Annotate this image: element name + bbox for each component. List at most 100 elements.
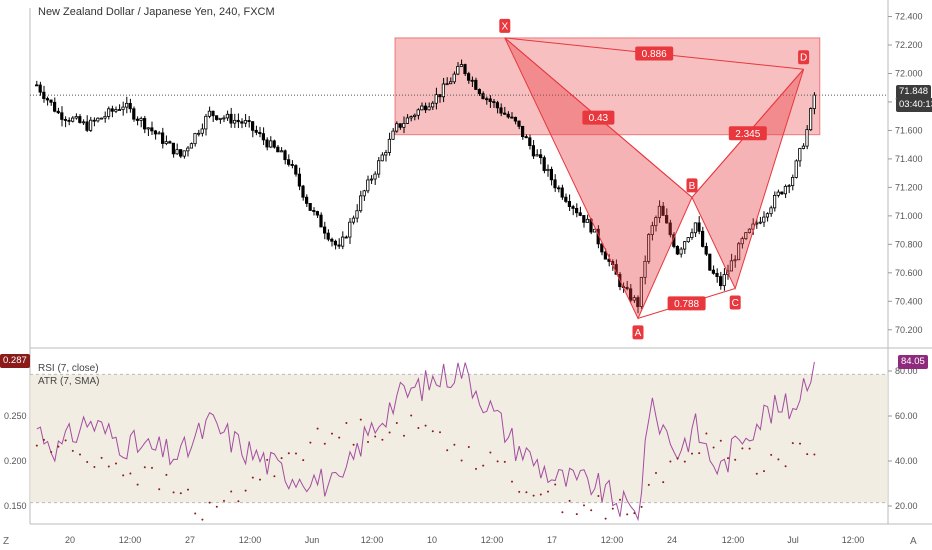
atr-series-dot xyxy=(518,490,521,493)
candle-down xyxy=(495,102,500,109)
candle-up xyxy=(657,205,662,219)
atr-series-dot xyxy=(136,483,139,486)
candle-down xyxy=(142,118,147,130)
atr-series-dot xyxy=(71,449,74,452)
candle-down xyxy=(265,139,269,148)
corner-label-left[interactable]: Z xyxy=(3,536,10,547)
atr-series-dot xyxy=(431,430,434,433)
candle-down xyxy=(524,136,528,139)
candle-down xyxy=(330,238,334,242)
atr-series-dot xyxy=(655,471,657,474)
candle-down xyxy=(250,121,255,131)
candle-down xyxy=(67,119,71,122)
candle-down xyxy=(668,222,672,236)
candle-down xyxy=(150,127,154,132)
candle-down xyxy=(304,196,309,204)
candle-down xyxy=(135,118,139,121)
atr-series-dot xyxy=(259,478,261,481)
rsi-tick-label: 20.00 xyxy=(895,501,918,511)
candle-down xyxy=(92,119,96,122)
candle-up xyxy=(412,114,417,117)
atr-series-dot xyxy=(647,483,650,486)
time-tick-label: 12:00 xyxy=(239,535,262,545)
atr-series-dot xyxy=(683,460,686,463)
candle-down xyxy=(701,230,705,247)
candle-down xyxy=(502,112,507,115)
candle-up xyxy=(744,232,748,240)
candle-up xyxy=(222,117,226,120)
candle-down xyxy=(553,179,557,189)
atr-series-dot xyxy=(35,444,38,447)
candle-down xyxy=(675,246,680,255)
atr-tick-label: 0.150 xyxy=(4,501,27,511)
atr-series-dot xyxy=(302,459,305,462)
atr-series-dot xyxy=(100,456,103,459)
ratio-label-box xyxy=(635,46,674,61)
atr-series-dot xyxy=(813,453,816,456)
candle-down xyxy=(488,98,492,102)
candle-down xyxy=(719,276,723,287)
time-tick-label: 20 xyxy=(65,535,75,545)
time-tick-label: Jun xyxy=(305,535,320,545)
candle-up xyxy=(103,115,107,119)
candle-up xyxy=(722,274,726,287)
ratio-label: 0.43 xyxy=(589,113,609,124)
candle-up xyxy=(686,237,690,243)
atr-series-dot xyxy=(619,498,621,501)
candle-up xyxy=(787,185,791,188)
candle-down xyxy=(153,130,157,135)
candle-down xyxy=(704,246,708,255)
candle-down xyxy=(261,133,266,141)
candle-up xyxy=(391,130,395,140)
candle-down xyxy=(697,222,701,232)
candle-down xyxy=(564,196,568,202)
candle-down xyxy=(333,240,338,246)
candle-up xyxy=(121,106,125,110)
candle-up xyxy=(99,117,103,120)
time-tick-label: Jul xyxy=(787,535,799,545)
atr-series-dot xyxy=(446,449,449,452)
candle-up xyxy=(456,66,460,75)
rsi-tick-label: 60.00 xyxy=(895,411,918,421)
candle-down xyxy=(466,73,471,81)
atr-series-dot xyxy=(734,458,737,461)
candle-up xyxy=(204,115,208,130)
candle-up xyxy=(232,119,237,124)
candle-down xyxy=(110,108,114,112)
candle-down xyxy=(708,253,712,271)
atr-series-dot xyxy=(554,483,557,486)
candle-up xyxy=(175,149,179,155)
candle-down xyxy=(625,286,629,290)
time-tick-label: 12:00 xyxy=(722,535,745,545)
atr-series-dot xyxy=(799,442,801,445)
atr-series-dot xyxy=(777,458,780,461)
candle-up xyxy=(812,94,816,109)
atr-series-dot xyxy=(539,493,542,496)
time-tick-label: 12:00 xyxy=(361,535,384,545)
candle-up xyxy=(207,110,211,117)
candle-down xyxy=(715,272,719,277)
price-value-badge: 71.848 xyxy=(896,85,932,99)
candle-down xyxy=(571,206,575,209)
corner-label-right[interactable]: A xyxy=(910,536,917,547)
price-tick-label: 72.400 xyxy=(895,12,923,22)
candle-down xyxy=(470,79,474,82)
price-tick-label: 70.200 xyxy=(895,325,923,335)
time-tick-label: 27 xyxy=(185,535,195,545)
candle-down xyxy=(711,269,716,274)
candle-down xyxy=(499,107,503,114)
candle-down xyxy=(567,201,572,207)
candle-down xyxy=(557,187,561,190)
time-tick-label: 12:00 xyxy=(842,535,865,545)
atr-series-dot xyxy=(395,422,398,425)
price-tick-label: 71.000 xyxy=(895,211,923,221)
time-tick-label: 10 xyxy=(427,535,437,545)
candle-down xyxy=(56,110,60,114)
candle-down xyxy=(290,164,294,166)
atr-series-dot xyxy=(122,474,125,477)
candle-down xyxy=(236,119,240,123)
atr-series-dot xyxy=(626,513,629,516)
candle-down xyxy=(661,205,665,216)
candle-down xyxy=(423,105,428,111)
